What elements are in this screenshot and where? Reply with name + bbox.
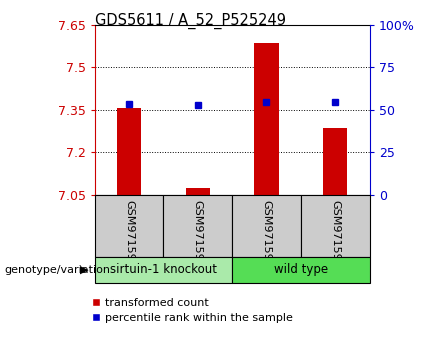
Text: genotype/variation: genotype/variation: [4, 265, 110, 275]
Bar: [95, 257, 232, 283]
Text: GSM971593: GSM971593: [124, 200, 134, 267]
Text: GSM971592: GSM971592: [261, 200, 271, 268]
Legend: transformed count, percentile rank within the sample: transformed count, percentile rank withi…: [92, 298, 293, 323]
Text: wild type: wild type: [274, 263, 328, 276]
Bar: [254, 43, 279, 195]
Bar: [232, 195, 301, 257]
Bar: [95, 195, 163, 257]
Bar: [117, 108, 141, 195]
Bar: [186, 188, 210, 195]
Text: GDS5611 / A_52_P525249: GDS5611 / A_52_P525249: [95, 12, 286, 29]
Bar: [323, 128, 347, 195]
Text: ▶: ▶: [80, 265, 88, 275]
Text: GSM971595: GSM971595: [193, 200, 203, 267]
Bar: [163, 195, 232, 257]
Bar: [301, 195, 370, 257]
Text: GSM971594: GSM971594: [330, 200, 340, 268]
Text: sirtuin-1 knockout: sirtuin-1 knockout: [110, 263, 217, 276]
Bar: [232, 257, 370, 283]
